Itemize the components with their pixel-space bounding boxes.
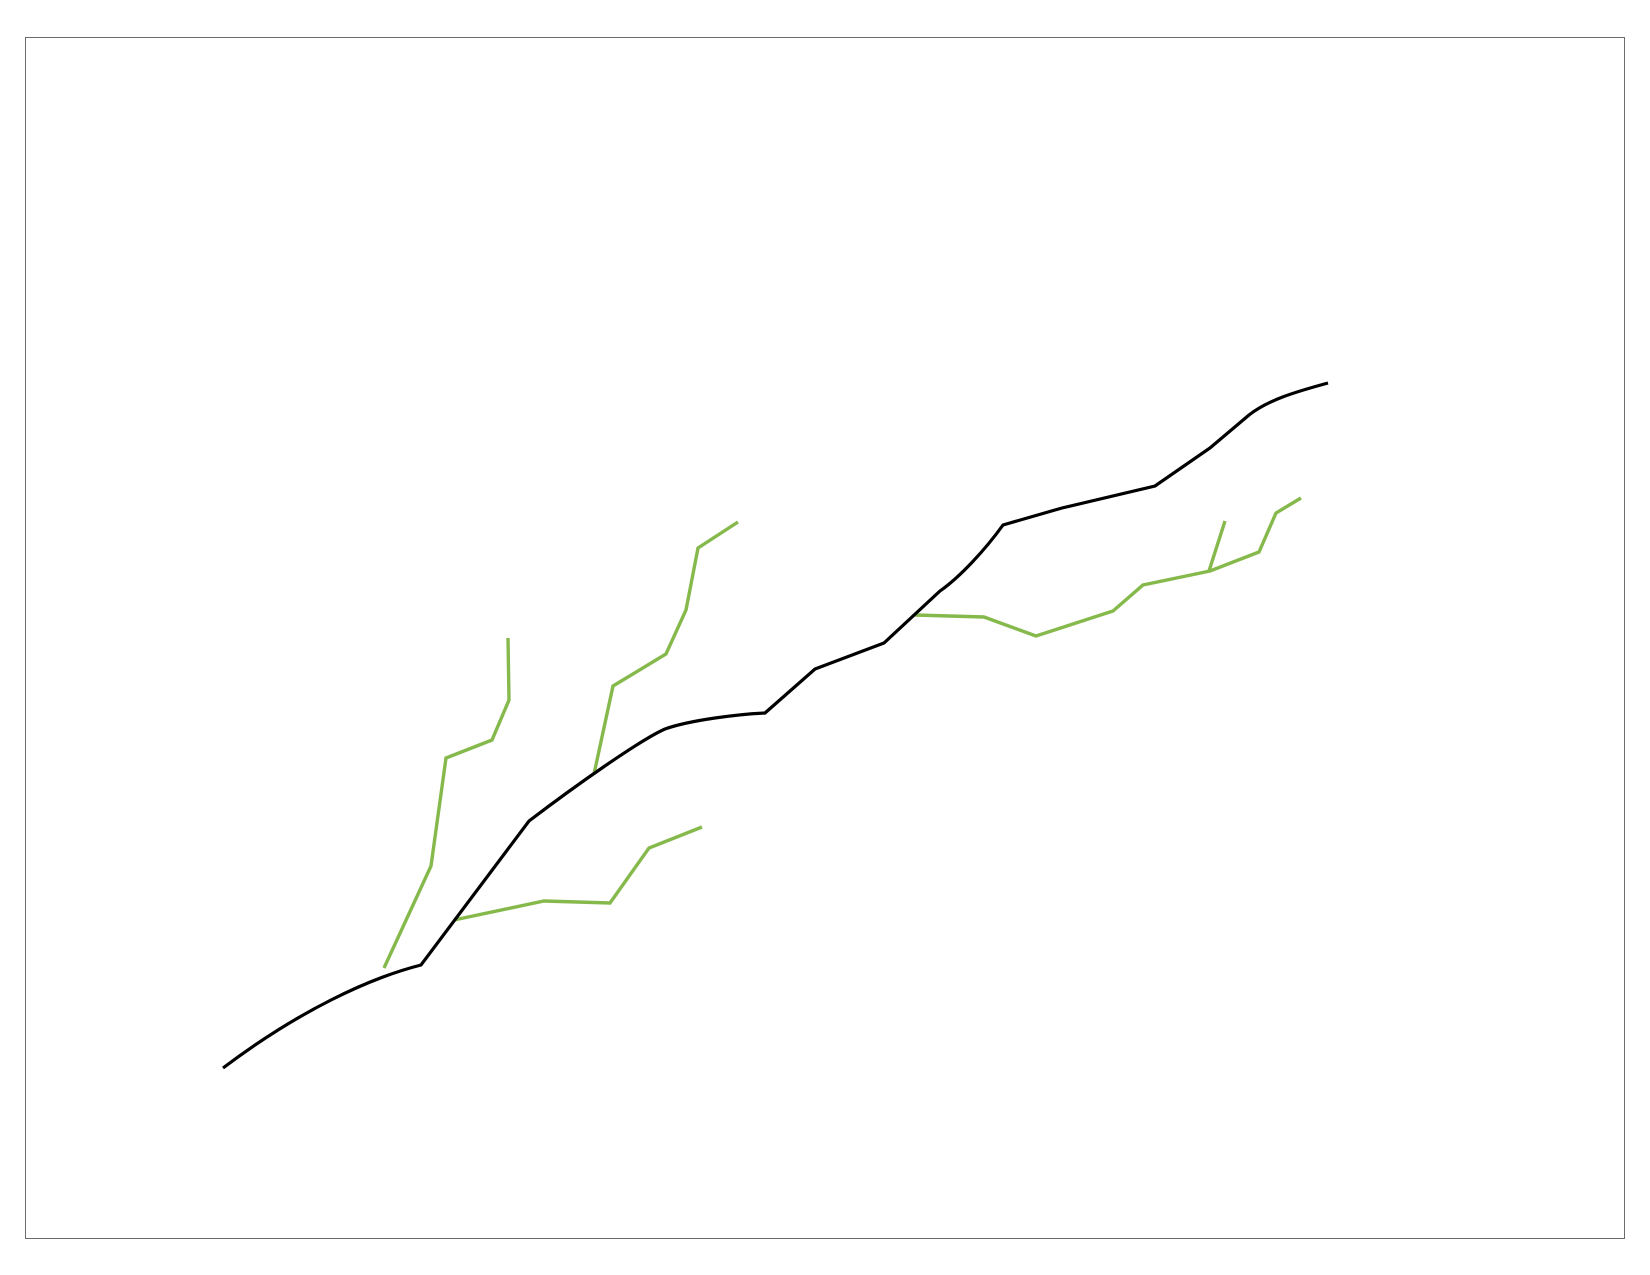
branch-line-middle-upper [592,520,739,775]
branch-line-right-spur [1207,520,1227,572]
branch-line-right [914,496,1302,638]
main-line [222,381,1329,1070]
branch-line-left-upper [382,637,511,969]
main-line-group [222,381,1329,1070]
branch-lines-group [382,496,1302,969]
branch-line-lower [453,825,703,922]
diagram-frame [25,37,1625,1239]
